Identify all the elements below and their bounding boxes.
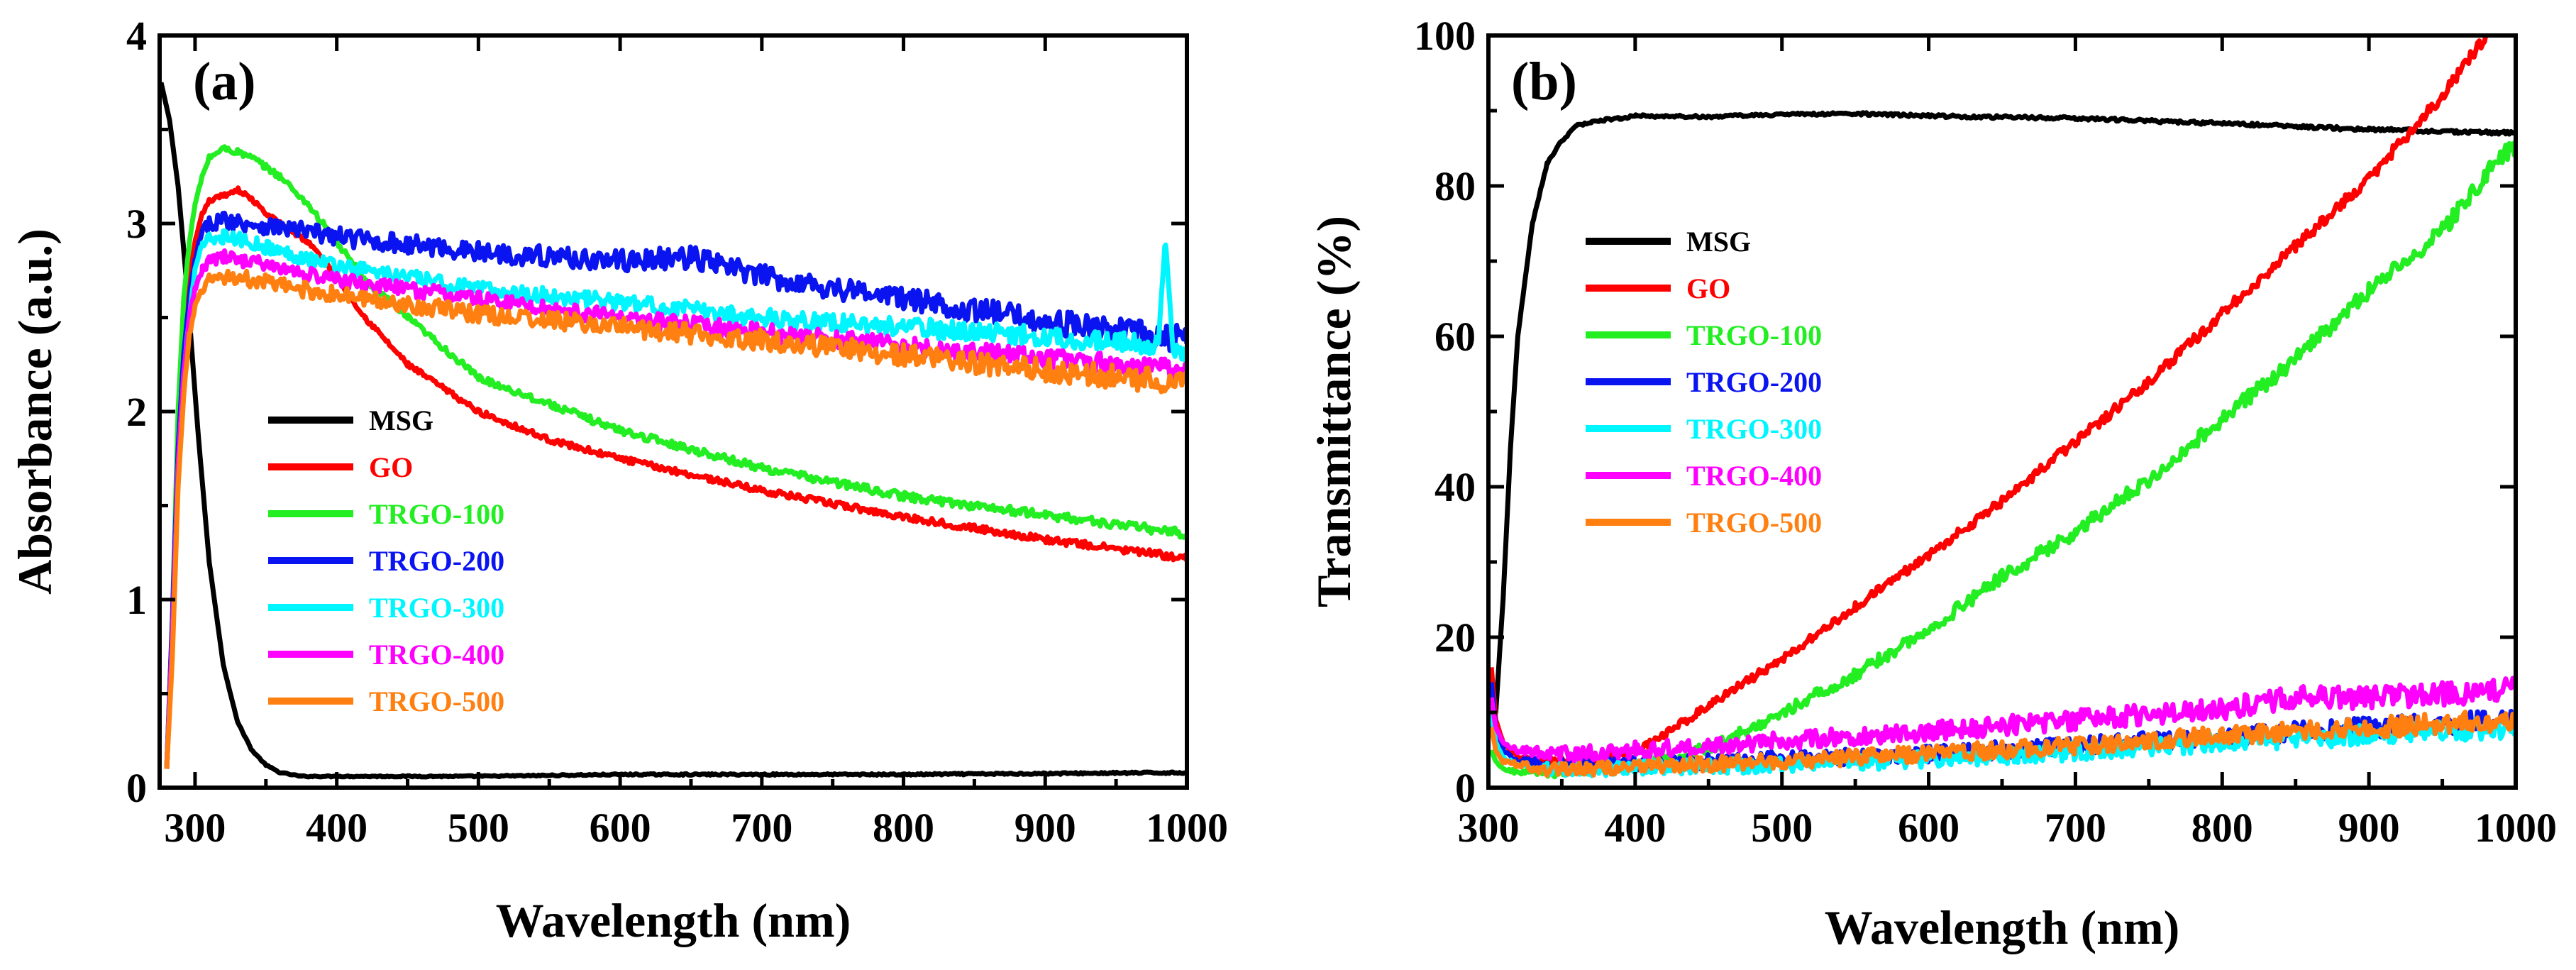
panel-a-series-trgo-200 [164, 210, 1187, 769]
panel-a-y-tick-label: 3 [126, 201, 147, 247]
panel-b-ticks: 300 400 500 600 700 800 900 1000 0 20 40 60 80 100 [1414, 13, 2557, 851]
panel-b-series-layer [1488, 35, 2516, 780]
panel-a-y-tick-label: 1 [126, 577, 147, 623]
panel-b-y-tick-label: 80 [1435, 163, 1476, 209]
panel-a-x-tick-label: 600 [590, 805, 651, 851]
legend-label-trgo-500: TRGO-500 [369, 685, 504, 717]
panel-a-x-tick-label: 500 [448, 805, 509, 851]
panel-b-y-tick-label: 60 [1435, 314, 1476, 360]
legend-label-trgo-200: TRGO-200 [1686, 366, 1822, 398]
panel-a-y-tick-label: 0 [126, 765, 147, 811]
panel-b-series-trgo-500 [1488, 710, 2516, 778]
panel-a-legend: MSG GO TRGO-100 TRGO-200 TRGO-300 TRGO-400 TRG… [268, 404, 504, 717]
legend-label-trgo-400: TRGO-400 [1686, 460, 1822, 492]
panel-a-frame [157, 33, 1189, 790]
legend-label-trgo-200: TRGO-200 [369, 545, 504, 577]
panel-b-x-tick-label: 600 [1898, 805, 1959, 851]
panel-b-y-tick-label: 20 [1435, 614, 1476, 661]
legend-label-trgo-100: TRGO-100 [1686, 319, 1822, 351]
panel-b-series-trgo-400 [1488, 676, 2516, 764]
panel-b-series-go [1488, 35, 2489, 768]
panel-a-series-trgo-300 [164, 228, 1187, 769]
panel-a-y-tick-label: 4 [126, 13, 147, 59]
legend-label-trgo-100: TRGO-100 [369, 498, 504, 530]
legend-label-trgo-500: TRGO-500 [1686, 507, 1822, 539]
panel-b-x-tick-label: 900 [2338, 805, 2400, 851]
panel-a-series-trgo-500 [164, 268, 1187, 769]
panel-a-series-layer [160, 82, 1187, 780]
panel-a-y-axis-title: Absorbance (a.u.) [8, 228, 62, 595]
legend-label-trgo-400: TRGO-400 [369, 639, 504, 671]
panel-b-y-tick-label: 40 [1435, 464, 1476, 510]
panel-b-transmittance-chart: 300 400 500 600 700 800 900 1000 0 20 40 60 80 100 (b… [1307, 13, 2557, 954]
legend-label-go: GO [369, 451, 413, 483]
panel-b-x-tick-label: 1000 [2475, 805, 2557, 851]
panel-a-x-tick-label: 700 [731, 805, 792, 851]
panel-a-x-tick-label: 900 [1015, 805, 1076, 851]
legend-label-msg: MSG [1686, 226, 1751, 258]
panel-a-x-tick-label: 300 [164, 805, 226, 851]
panel-a-series-go [164, 185, 1187, 769]
panel-a-x-tick-label: 800 [873, 805, 934, 851]
panel-a-label: (a) [193, 52, 256, 111]
legend-label-trgo-300: TRGO-300 [369, 592, 504, 624]
panel-a-x-tick-label: 1000 [1146, 805, 1228, 851]
panel-b-label: (b) [1511, 52, 1577, 111]
panel-b-x-tick-label: 500 [1751, 805, 1813, 851]
panel-b-legend: MSG GO TRGO-100 TRGO-200 TRGO-300 TRGO-400 TRG… [1586, 226, 1822, 539]
panel-a-series-msg [160, 82, 1187, 780]
panel-b-series-msg [1488, 110, 2516, 729]
panel-a-y-tick-label: 2 [126, 389, 147, 435]
panel-a-ticks: 300 400 500 600 700 800 900 1000 0 1 2 3 4 [126, 13, 1228, 851]
panel-a-x-axis-title: Wavelength (nm) [496, 893, 851, 947]
panel-b-series-trgo-100 [1488, 140, 2516, 780]
panel-a-x-tick-label: 400 [306, 805, 367, 851]
panel-b-x-tick-label: 800 [2191, 805, 2253, 851]
legend-label-msg: MSG [369, 404, 433, 436]
panel-b-y-axis-title: Transmittance (%) [1307, 216, 1361, 607]
panel-b-x-tick-label: 400 [1604, 805, 1666, 851]
panel-b-x-tick-label: 700 [2045, 805, 2106, 851]
panel-a-series-trgo-100 [164, 144, 1187, 769]
panel-b-frame [1486, 33, 2518, 790]
panel-b-x-tick-label: 300 [1458, 805, 1520, 851]
legend-label-trgo-300: TRGO-300 [1686, 413, 1822, 445]
panel-b-x-axis-title: Wavelength (nm) [1825, 900, 2180, 954]
panel-b-y-tick-label: 0 [1455, 765, 1476, 811]
panel-b-y-tick-label: 100 [1414, 13, 1476, 59]
panel-a-absorbance-chart: 300 400 500 600 700 800 900 1000 0 1 2 3 4 (a) Wavel… [8, 13, 1228, 947]
legend-label-go: GO [1686, 272, 1730, 304]
